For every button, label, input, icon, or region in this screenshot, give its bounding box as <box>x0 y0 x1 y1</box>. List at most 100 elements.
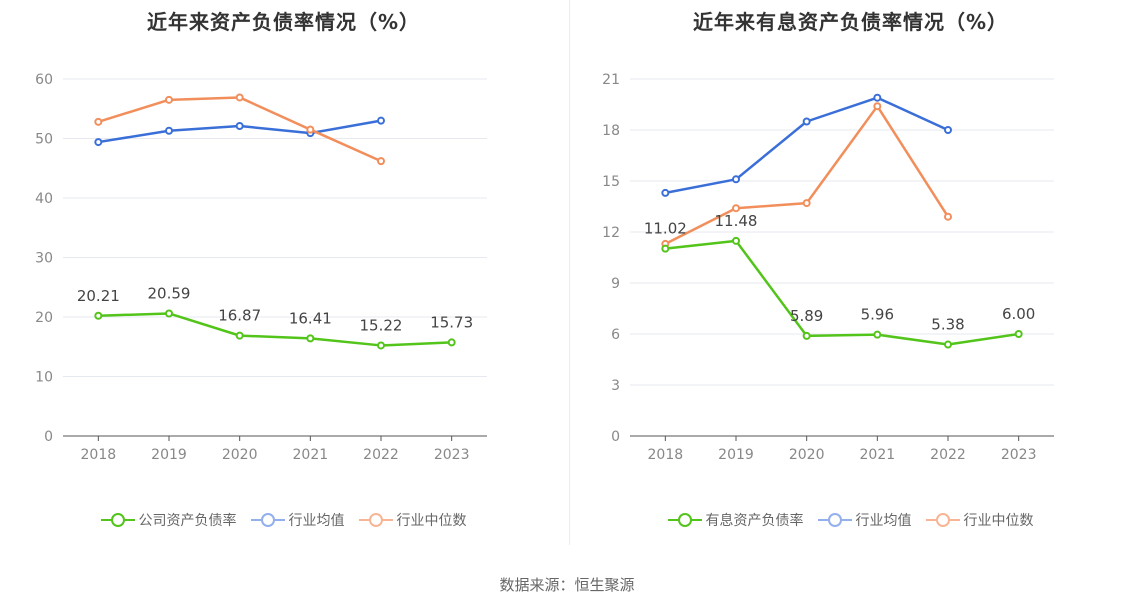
data-point <box>235 331 244 340</box>
data-point <box>661 188 670 197</box>
legend-label: 公司资产负债率 <box>138 513 237 529</box>
data-label: 11.02 <box>644 220 687 238</box>
legend-marker-icon <box>100 512 135 528</box>
y-tick-label: 0 <box>44 429 53 445</box>
series-line-0 <box>98 312 452 347</box>
legend-marker-icon <box>817 512 852 528</box>
data-point <box>944 126 952 134</box>
y-tick-label: 60 <box>35 72 53 88</box>
data-point <box>732 236 740 245</box>
data-point <box>165 126 173 135</box>
data-point <box>447 338 456 347</box>
y-tick-label: 12 <box>602 225 620 241</box>
data-point <box>377 157 385 166</box>
chart-panel-left: 近年来资产负债率情况（%） 0 10 20 30 40 50 60 2018 2019 2020 2… <box>0 0 567 560</box>
data-label: 11.48 <box>715 212 758 230</box>
y-tick-label: 50 <box>35 132 53 148</box>
legend-marker-icon <box>250 512 285 528</box>
data-point <box>944 340 952 349</box>
data-point <box>165 95 173 104</box>
chart-plot-left: 0 10 20 30 40 50 60 2018 2019 2020 2021 2022 2023 20.… <box>35 72 487 463</box>
data-label: 20.59 <box>148 284 191 302</box>
data-point <box>873 330 882 339</box>
data-label: 20.21 <box>77 287 120 305</box>
data-point <box>802 331 811 340</box>
x-tick-label: 2023 <box>1001 447 1037 463</box>
data-label: 16.41 <box>289 309 332 327</box>
legend-item-industry-median[interactable]: 行业中位数 <box>925 510 1034 530</box>
legend-label: 行业中位数 <box>963 513 1034 529</box>
legend-label: 行业均值 <box>288 513 345 529</box>
x-tick-label: 2022 <box>930 447 966 463</box>
y-tick-label: 0 <box>611 429 620 445</box>
data-point <box>377 341 385 350</box>
legend-item-industry-mean[interactable]: 行业均值 <box>817 510 912 530</box>
x-tick-label: 2021 <box>860 447 896 463</box>
y-tick-label: 10 <box>35 370 53 386</box>
y-tick-label: 6 <box>611 327 620 343</box>
legend-item-industry-median[interactable]: 行业中位数 <box>358 510 467 530</box>
data-point <box>94 138 103 147</box>
y-tick-label: 30 <box>35 251 53 267</box>
chart-plot-right: 0 3 6 9 12 15 18 21 2018 2019 2020 2021 2022 2023 11.0… <box>602 72 1054 463</box>
data-point <box>732 204 740 213</box>
data-point <box>94 311 103 320</box>
chart-panel-right: 近年来有息资产负债率情况（%） 0 3 6 9 12 15 18 21 2018 2019 2020… <box>567 0 1134 560</box>
data-point <box>802 199 811 208</box>
legend-item-company[interactable]: 有息资产负债率 <box>667 510 804 530</box>
data-label: 5.38 <box>931 316 964 334</box>
y-tick-label: 9 <box>611 276 620 292</box>
data-point <box>1014 330 1023 338</box>
data-label: 15.22 <box>360 316 403 334</box>
series-line-2 <box>664 104 950 246</box>
series-line-1 <box>665 96 949 195</box>
x-tick-label: 2020 <box>789 447 825 463</box>
data-label: 5.89 <box>790 307 823 325</box>
x-tick-label: 2023 <box>434 447 470 463</box>
x-tick-label: 2018 <box>81 447 117 463</box>
data-point <box>944 212 952 221</box>
x-tick-label: 2019 <box>718 447 754 463</box>
data-point <box>235 93 244 102</box>
x-tick-label: 2019 <box>151 447 187 463</box>
panel-divider <box>569 0 570 545</box>
x-tick-label: 2020 <box>222 447 258 463</box>
legend-label: 行业均值 <box>855 513 912 529</box>
y-tick-label: 18 <box>602 123 620 139</box>
legend-label: 行业中位数 <box>396 513 467 529</box>
data-point <box>94 117 103 126</box>
data-label: 5.96 <box>861 306 894 324</box>
legend: 有息资产负债率 行业均值 行业中位数 <box>567 510 1134 530</box>
x-tick-label: 2021 <box>293 447 329 463</box>
legend: 公司资产负债率 行业均值 行业中位数 <box>0 510 567 530</box>
y-tick-label: 15 <box>602 174 620 190</box>
y-tick-label: 40 <box>35 191 53 207</box>
data-point <box>235 122 244 131</box>
data-point <box>802 117 811 126</box>
data-point <box>873 93 882 102</box>
legend-item-industry-mean[interactable]: 行业均值 <box>250 510 345 530</box>
data-point <box>377 116 385 125</box>
legend-marker-icon <box>667 512 702 528</box>
data-point <box>306 125 315 134</box>
data-source: 数据来源：恒生聚源 <box>499 576 635 594</box>
legend-item-company[interactable]: 公司资产负债率 <box>100 510 237 530</box>
series-line-0 <box>665 239 1019 346</box>
y-tick-label: 21 <box>602 72 620 88</box>
legend-marker-icon <box>358 512 393 528</box>
y-tick-label: 20 <box>35 310 53 326</box>
data-point <box>732 175 740 184</box>
y-tick-label: 3 <box>611 378 620 394</box>
x-tick-label: 2022 <box>363 447 399 463</box>
data-point <box>165 309 173 318</box>
legend-marker-icon <box>925 512 960 528</box>
data-point <box>873 102 882 111</box>
legend-label: 有息资产负债率 <box>705 513 804 529</box>
chart-title: 近年来资产负债率情况（%） <box>146 10 421 34</box>
x-tick-label: 2018 <box>648 447 684 463</box>
data-point <box>306 334 315 343</box>
data-label: 15.73 <box>430 313 473 331</box>
data-label: 6.00 <box>1002 305 1035 323</box>
data-point <box>661 244 670 253</box>
chart-title: 近年来有息资产负债率情况（%） <box>692 10 1009 34</box>
